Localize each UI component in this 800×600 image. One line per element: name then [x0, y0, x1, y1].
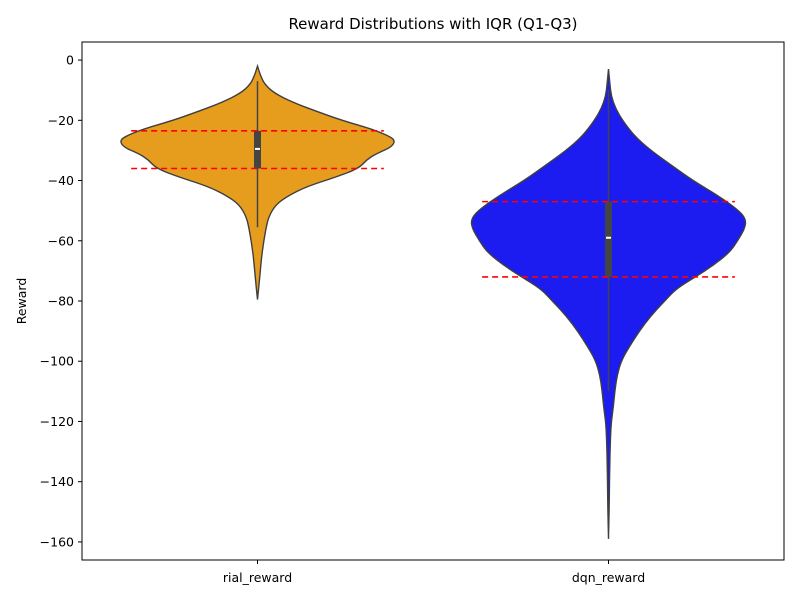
y-tick-label: −40 [48, 173, 74, 188]
y-tick-label: −140 [40, 474, 74, 489]
violin-dqn_reward [470, 69, 747, 539]
y-tick-label: −160 [40, 534, 74, 549]
y-tick-label: −120 [40, 414, 74, 429]
chart-title: Reward Distributions with IQR (Q1-Q3) [288, 15, 577, 33]
y-tick-label: 0 [66, 53, 74, 68]
y-ticks: 0 −20 −40 −60 −80 −100 −120 −140 −160 [40, 53, 82, 549]
x-tick-label: rial_reward [223, 570, 292, 585]
violin-rial_reward [120, 63, 395, 300]
violin-iqr-box [605, 201, 612, 277]
x-tick-label: dqn_reward [572, 570, 645, 585]
y-tick-label: −20 [48, 113, 74, 128]
y-tick-label: −80 [48, 294, 74, 309]
y-tick-label: −100 [40, 354, 74, 369]
y-axis-label: Reward [14, 278, 29, 325]
x-ticks: rial_reward dqn_reward [223, 560, 645, 585]
violins-layer [120, 63, 747, 539]
y-tick-label: −60 [48, 233, 74, 248]
